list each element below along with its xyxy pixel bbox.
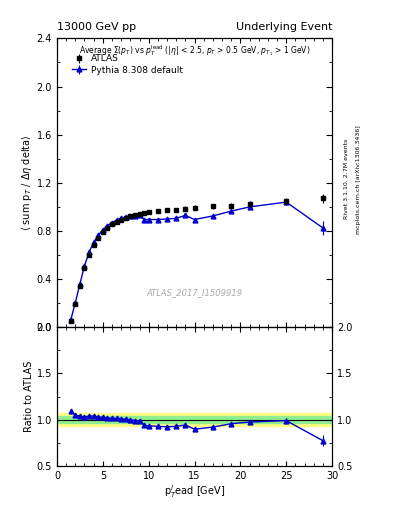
Text: 13000 GeV pp: 13000 GeV pp	[57, 22, 136, 32]
Bar	[57, 413, 332, 426]
Text: Rivet 3.1.10, 2.7M events: Rivet 3.1.10, 2.7M events	[344, 139, 349, 219]
Bar	[57, 416, 332, 423]
Y-axis label: Ratio to ATLAS: Ratio to ATLAS	[24, 361, 34, 432]
Legend: ATLAS, Pythia 8.308 default: ATLAS, Pythia 8.308 default	[70, 52, 185, 77]
Y-axis label: $\langle$ sum p$_T$ / $\Delta\eta$ delta$\rangle$: $\langle$ sum p$_T$ / $\Delta\eta$ delta…	[20, 135, 34, 231]
Text: Underlying Event: Underlying Event	[235, 22, 332, 32]
X-axis label: p$_T^l$ead [GeV]: p$_T^l$ead [GeV]	[164, 483, 225, 500]
Text: ATLAS_2017_I1509919: ATLAS_2017_I1509919	[147, 288, 242, 297]
Text: mcplots.cern.ch [arXiv:1306.3436]: mcplots.cern.ch [arXiv:1306.3436]	[356, 125, 361, 233]
Text: Average $\Sigma(p_T)$ vs $p_T^{\mathrm{lead}}$ ($|\eta|$ < 2.5, $p_T$ > 0.5 GeV,: Average $\Sigma(p_T)$ vs $p_T^{\mathrm{l…	[79, 42, 310, 58]
